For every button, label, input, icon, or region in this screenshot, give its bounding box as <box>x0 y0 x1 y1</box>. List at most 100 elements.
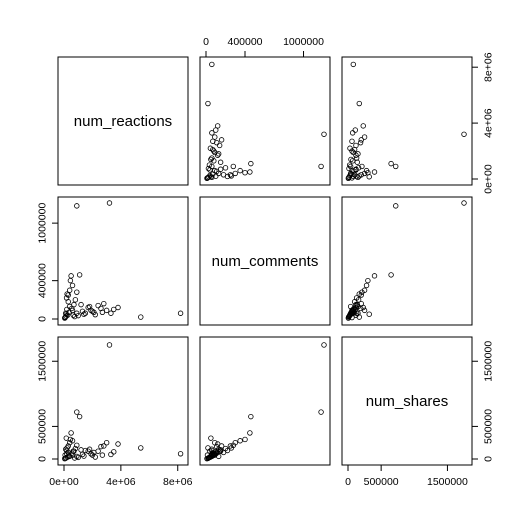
point-r2-c0-49 <box>108 451 114 458</box>
point-r0-c1-47 <box>208 174 214 180</box>
point-r0-c1-45 <box>228 173 235 179</box>
panel-frame-r0-c2 <box>341 56 473 186</box>
point-r0-c2-4 <box>361 134 368 140</box>
point-r1-c0-10 <box>111 306 117 313</box>
point-r2-c0-5 <box>115 441 121 447</box>
point-r0-c2-3 <box>356 100 362 107</box>
point-r0-c1-40 <box>207 167 213 173</box>
point-r0-c1-3 <box>205 100 211 107</box>
point-r1-c0-18 <box>65 292 71 298</box>
point-r0-c2-8 <box>357 139 364 146</box>
y-tick-label-right-num_reactions-2: 8e+06 <box>483 52 495 82</box>
point-r1-c2-15 <box>365 277 371 284</box>
y-tick-label-left-num_shares-2: 1500000 <box>37 341 49 382</box>
point-r0-c1-48 <box>210 138 216 144</box>
point-r1-c2-0 <box>461 200 467 206</box>
point-r2-c0-0 <box>106 342 113 348</box>
panel-frame-r1-c0 <box>57 196 189 326</box>
point-r1-c0-5 <box>115 304 121 311</box>
panel-frame-r2-c0 <box>57 336 189 466</box>
x-tick-label-bottom-num_shares-0: 0 <box>345 476 351 488</box>
point-r2-c0-17 <box>66 440 73 446</box>
point-r1-c0-43 <box>66 303 73 310</box>
point-r0-c2-17 <box>361 170 368 177</box>
x-tick-label-bottom-num_reactions-0: 0e+00 <box>49 476 79 488</box>
point-r1-c0-35 <box>79 308 86 315</box>
point-r1-c0-38 <box>62 314 68 321</box>
point-r2-c0-13 <box>76 413 83 420</box>
point-r2-c0-28 <box>81 453 87 459</box>
point-r0-c1-49 <box>209 130 215 136</box>
point-r0-c2-29 <box>346 174 353 180</box>
point-r1-c2-34 <box>346 313 352 320</box>
point-r1-c0-1 <box>74 203 80 209</box>
point-r1-c0-47 <box>63 311 69 317</box>
point-r1-c2-21 <box>354 301 360 308</box>
point-r2-c1-48 <box>210 452 216 458</box>
point-r2-c0-6 <box>101 443 107 449</box>
point-r1-c0-15 <box>67 277 74 284</box>
point-r2-c1-49 <box>209 451 215 458</box>
point-r0-c2-40 <box>353 167 359 173</box>
x-tick-label-bottom-num_reactions-1: 4e+06 <box>106 476 136 488</box>
y-tick-label-right-num_shares-2: 1500000 <box>483 341 495 382</box>
point-r0-c1-22 <box>215 152 221 158</box>
x-tick-label-bottom-num_reactions-2: 8e+06 <box>163 476 193 488</box>
point-r0-c2-32 <box>346 162 353 168</box>
point-r2-c1-14 <box>247 430 253 436</box>
point-r0-c1-9 <box>216 142 223 149</box>
point-r2-c1-44 <box>224 447 231 454</box>
point-r2-c1-15 <box>242 436 248 443</box>
point-r0-c1-14 <box>247 169 253 175</box>
x-tick-label-top-num_comments-0: 0 <box>203 36 209 48</box>
point-r0-c2-46 <box>359 163 365 170</box>
point-r1-c0-28 <box>81 311 87 317</box>
point-r2-c0-4 <box>103 440 110 446</box>
point-r0-c1-13 <box>248 160 254 167</box>
point-r0-c1-11 <box>211 148 217 154</box>
point-r0-c1-0 <box>321 131 327 137</box>
point-r0-c2-1 <box>393 163 399 170</box>
point-r1-c2-48 <box>349 309 355 315</box>
point-r0-c1-15 <box>242 170 248 176</box>
point-r0-c1-42 <box>210 146 216 153</box>
y-tick-label-right-num_reactions-1: 4e+06 <box>483 108 495 138</box>
point-r0-c1-16 <box>237 167 243 174</box>
point-r0-c1-28 <box>208 156 214 163</box>
point-r2-c0-31 <box>62 455 68 462</box>
point-r0-c2-5 <box>360 123 366 129</box>
point-r1-c0-34 <box>71 313 78 320</box>
y-tick-label-left-num_comments-1: 400000 <box>37 263 49 298</box>
point-r0-c1-10 <box>213 127 219 133</box>
point-r1-c0-14 <box>68 273 74 279</box>
point-r0-c1-19 <box>222 165 229 171</box>
point-r0-c2-34 <box>346 165 352 172</box>
point-r2-c0-46 <box>74 442 80 449</box>
point-r1-c0-4 <box>103 307 110 314</box>
y-tick-label-right-num_shares-1: 500000 <box>483 409 495 444</box>
point-r2-c1-1 <box>318 409 324 415</box>
y-tick-label-left-num_comments-0: 0 <box>37 316 49 322</box>
point-r1-c0-6 <box>101 300 107 307</box>
variable-label-num_comments: num_comments <box>212 253 319 270</box>
point-r0-c2-33 <box>347 145 353 151</box>
panel-frame-r2-c1 <box>199 336 331 466</box>
point-r0-c2-41 <box>350 149 357 156</box>
point-r0-c1-35 <box>211 158 217 164</box>
point-r2-c0-37 <box>63 446 69 452</box>
point-r2-c0-3 <box>138 445 144 451</box>
point-r1-c0-46 <box>74 289 80 295</box>
point-r1-c0-2 <box>177 310 184 316</box>
point-r0-c1-21 <box>217 159 224 165</box>
point-r1-c2-43 <box>347 303 354 310</box>
point-r2-c1-47 <box>208 435 214 441</box>
point-r2-c0-10 <box>111 449 117 455</box>
point-r2-c0-45 <box>64 445 70 451</box>
point-r1-c0-3 <box>138 314 144 320</box>
point-r2-c0-35 <box>79 451 86 458</box>
point-r2-c0-14 <box>68 430 74 436</box>
point-r0-c2-6 <box>358 137 364 143</box>
y-tick-label-left-num_shares-1: 500000 <box>37 409 49 444</box>
point-r0-c2-44 <box>353 173 360 180</box>
point-r2-c1-34 <box>205 455 212 461</box>
